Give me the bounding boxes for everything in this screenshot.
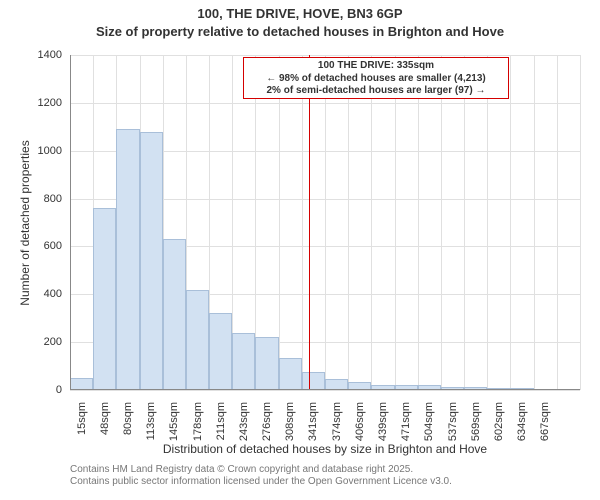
histogram-bar xyxy=(232,333,255,390)
grid-line-v xyxy=(464,55,465,390)
reference-line xyxy=(309,55,310,390)
histogram-bar xyxy=(209,313,232,390)
histogram-bar xyxy=(93,208,116,390)
histogram-bar xyxy=(116,129,139,390)
chart-title-line1: 100, THE DRIVE, HOVE, BN3 6GP xyxy=(0,6,600,21)
histogram-bar xyxy=(255,337,278,390)
grid-line-v xyxy=(279,55,280,390)
y-tick-label: 0 xyxy=(0,384,62,396)
grid-line-h xyxy=(70,390,580,391)
y-axis-label: Number of detached properties xyxy=(18,123,32,323)
grid-line-v xyxy=(325,55,326,390)
histogram-bar xyxy=(279,358,302,390)
y-tick-label: 1400 xyxy=(0,49,62,61)
footer-line-1: Contains HM Land Registry data © Crown c… xyxy=(70,464,452,476)
grid-line-v xyxy=(371,55,372,390)
chart-container: { "title1": "100, THE DRIVE, HOVE, BN3 6… xyxy=(0,0,600,500)
grid-line-v xyxy=(580,55,581,390)
histogram-bar xyxy=(302,372,325,390)
histogram-bar xyxy=(140,132,163,390)
grid-line-v xyxy=(348,55,349,390)
grid-line-v xyxy=(395,55,396,390)
grid-line-v xyxy=(557,55,558,390)
annotation-line: ← 98% of detached houses are smaller (4,… xyxy=(248,73,503,86)
histogram-bar xyxy=(163,239,186,390)
grid-line-v xyxy=(510,55,511,390)
grid-line-v xyxy=(418,55,419,390)
y-tick-label: 1200 xyxy=(0,97,62,109)
annotation-line: 100 THE DRIVE: 335sqm xyxy=(248,60,503,73)
chart-title-line2: Size of property relative to detached ho… xyxy=(0,24,600,39)
grid-line-v xyxy=(441,55,442,390)
annotation-callout: 100 THE DRIVE: 335sqm← 98% of detached h… xyxy=(243,57,508,99)
footer-line-2: Contains public sector information licen… xyxy=(70,476,452,488)
grid-line-v xyxy=(487,55,488,390)
attribution-footer: Contains HM Land Registry data © Crown c… xyxy=(70,464,452,488)
x-axis-line xyxy=(70,389,580,390)
grid-line-v xyxy=(302,55,303,390)
y-tick-label: 200 xyxy=(0,336,62,348)
histogram-bar xyxy=(186,290,209,391)
y-axis-line xyxy=(70,55,71,390)
annotation-line: 2% of semi-detached houses are larger (9… xyxy=(248,85,503,98)
chart-plot-area: 100 THE DRIVE: 335sqm← 98% of detached h… xyxy=(70,55,580,390)
grid-line-v xyxy=(534,55,535,390)
x-axis-label: Distribution of detached houses by size … xyxy=(70,442,580,456)
